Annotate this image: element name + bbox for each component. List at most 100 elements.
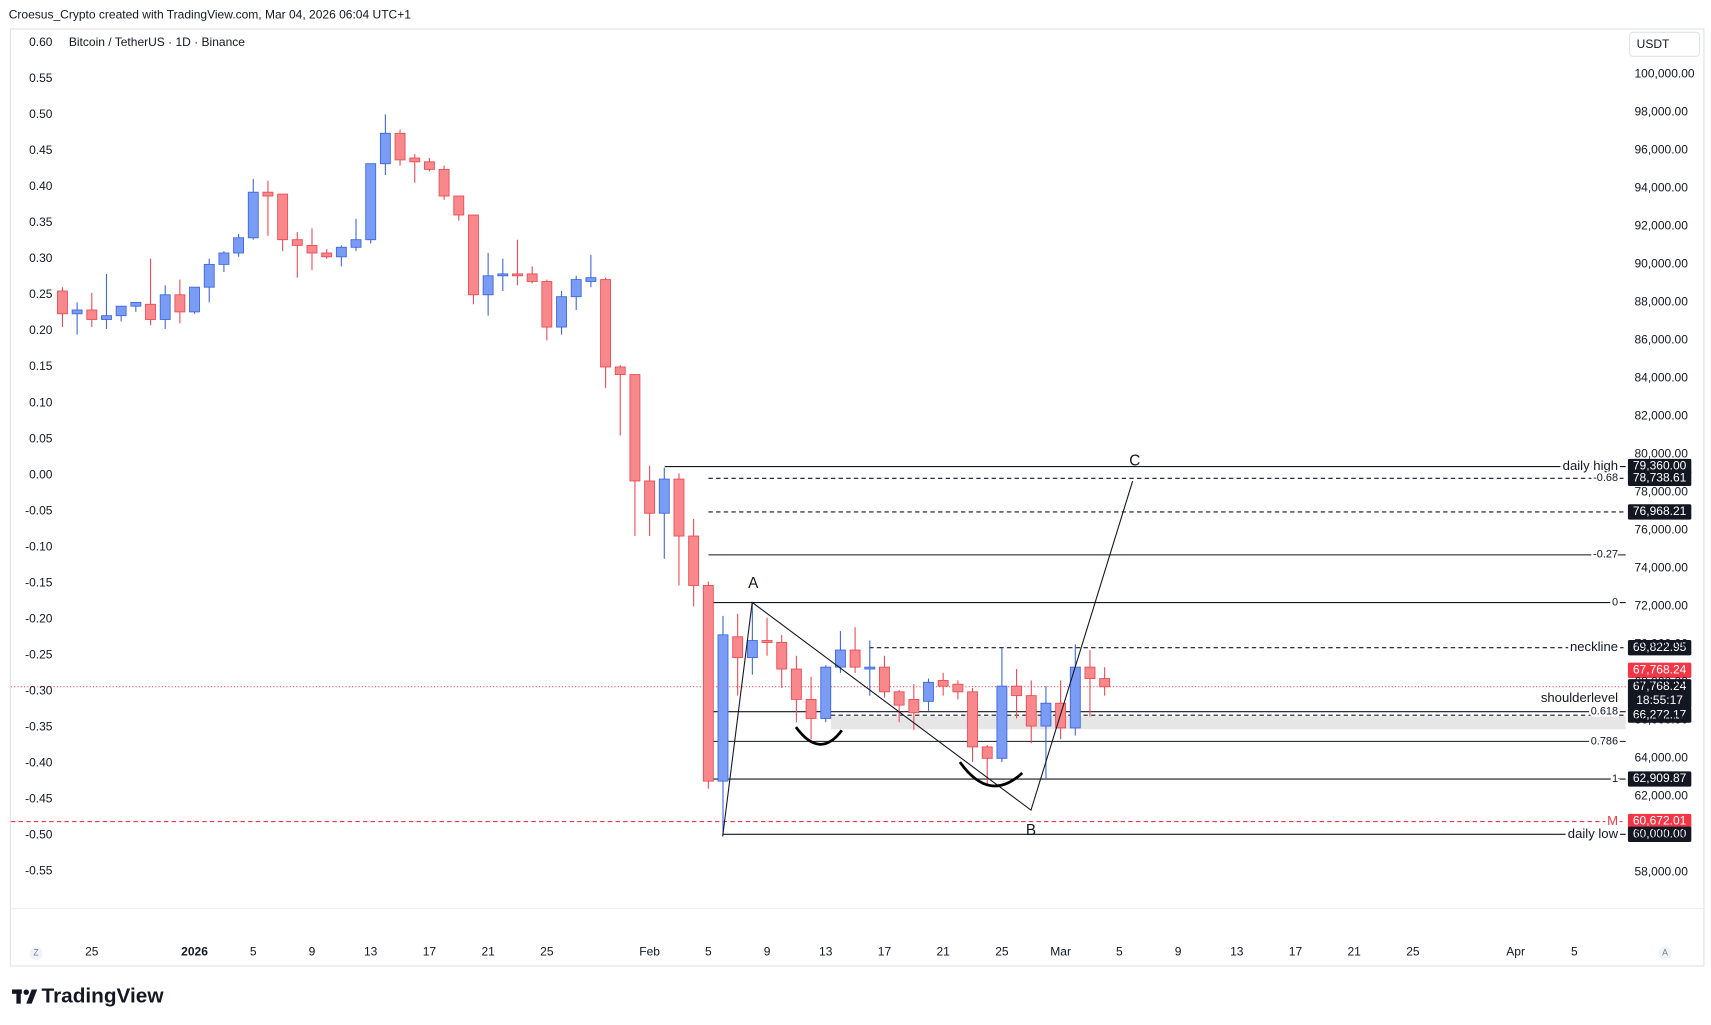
candle-body xyxy=(1025,695,1037,727)
y-tick-label: 72,000.00 xyxy=(1634,599,1688,613)
y-tick-label: 88,000.00 xyxy=(1634,295,1688,309)
x-tick-label: 9 xyxy=(1175,944,1182,958)
candle-body xyxy=(1084,666,1096,679)
level-label: 1 xyxy=(1612,773,1618,785)
level-label: daily low xyxy=(1568,826,1619,841)
price-badge-label: 62,909.87 xyxy=(1633,771,1687,785)
candle-body xyxy=(585,277,597,282)
candle-body xyxy=(981,746,993,759)
logo xyxy=(12,989,38,1004)
price-badge xyxy=(1627,458,1692,475)
candle-body xyxy=(233,237,245,254)
y2-tick-label: 0.60 xyxy=(29,35,53,49)
x-tick-label: 5 xyxy=(250,944,257,958)
x-tick-label: 17 xyxy=(423,944,437,958)
y2-tick-label: -0.35 xyxy=(25,719,53,733)
candle-body xyxy=(996,685,1008,759)
candle-body xyxy=(203,263,215,288)
candle-body xyxy=(658,478,670,514)
button-label[interactable]: A xyxy=(1662,948,1668,958)
head-arc xyxy=(958,761,1024,788)
button[interactable] xyxy=(1658,946,1672,960)
candle-body xyxy=(101,315,112,320)
candle-body xyxy=(497,273,509,277)
candle-body xyxy=(321,252,333,258)
candle-body xyxy=(761,640,773,643)
x-tick-label: 5 xyxy=(1571,944,1578,958)
price-badge xyxy=(1627,813,1692,830)
x-tick-label: 21 xyxy=(936,944,950,958)
x-tick-label: 21 xyxy=(1348,944,1362,958)
currency-box[interactable] xyxy=(1629,31,1701,57)
button[interactable] xyxy=(29,946,43,960)
x-tick-label: 9 xyxy=(309,944,316,958)
candle-body xyxy=(438,168,450,197)
shoulder-zone xyxy=(830,716,1626,730)
x-tick-label: 17 xyxy=(878,944,892,958)
y-tick-label: 100,000.00 xyxy=(1634,67,1694,81)
candle-body xyxy=(57,290,68,315)
candle-body xyxy=(805,698,817,719)
candle-body xyxy=(468,214,479,296)
candle-body xyxy=(423,161,435,170)
candle-body xyxy=(71,309,83,315)
y2-tick-label: 0.30 xyxy=(29,251,53,265)
candle-body xyxy=(218,252,230,265)
y-tick-label: 58,000.00 xyxy=(1634,864,1688,878)
candle-body xyxy=(409,157,421,163)
x-tick-label: 25 xyxy=(1406,944,1420,958)
level-label: -0.27 xyxy=(1593,549,1618,561)
candle-body xyxy=(379,132,391,165)
candle-body xyxy=(189,286,200,313)
candle-body xyxy=(350,239,362,248)
y-tick-label: 62,000.00 xyxy=(1634,788,1688,802)
candle-body xyxy=(1099,678,1111,688)
y-tick-label: 84,000.00 xyxy=(1634,371,1688,385)
candles xyxy=(57,114,1111,835)
candle-body xyxy=(879,666,890,693)
candle-body xyxy=(556,296,567,328)
candle-body xyxy=(776,642,788,670)
y2-tick-label: -0.45 xyxy=(25,792,53,806)
candle-body xyxy=(717,634,729,782)
price-badge-label: 67,768.24 xyxy=(1633,663,1687,677)
y-tick-label: 74,000.00 xyxy=(1634,561,1688,575)
header: Croesus_Crypto created with TradingView.… xyxy=(9,7,411,21)
price-badge xyxy=(1627,771,1692,787)
level-label: 0.786 xyxy=(1591,735,1618,747)
candle-body xyxy=(702,585,714,782)
button-label[interactable]: Z xyxy=(33,948,39,958)
candle-body xyxy=(394,132,406,161)
candle-body xyxy=(820,666,832,719)
candle-body xyxy=(262,191,274,197)
frame xyxy=(9,28,1705,967)
price-badge-label: 67,768.24 xyxy=(1633,679,1687,693)
candle-body xyxy=(365,163,377,241)
currency[interactable]: USDT xyxy=(1637,37,1670,51)
candle-body xyxy=(247,191,259,239)
candle-body xyxy=(908,698,920,714)
y2-tick-label: 0.55 xyxy=(29,71,53,85)
candle-body xyxy=(790,668,802,700)
price-badge-label: 60,000.00 xyxy=(1633,826,1687,840)
x-tick-label: 21 xyxy=(481,944,495,958)
candle-body xyxy=(732,636,744,659)
y2-tick-label: 0.10 xyxy=(29,395,53,409)
candle-body xyxy=(130,301,142,307)
y-tick-label: 98,000.00 xyxy=(1634,105,1688,119)
level-label: M xyxy=(1607,813,1618,828)
candle-body xyxy=(541,281,553,328)
level-label: 0.618 xyxy=(1591,706,1618,718)
price-badge-label: 76,968.21 xyxy=(1633,504,1687,518)
y-tick-label: 86,000.00 xyxy=(1634,333,1688,347)
y2-tick-label: -0.05 xyxy=(25,503,53,517)
candle-body xyxy=(937,679,949,687)
y-tick-label: 82,000.00 xyxy=(1634,409,1688,423)
y-tick-label: 64,000.00 xyxy=(1634,750,1688,764)
price-badge-label: 69,822.95 xyxy=(1633,640,1687,654)
y-tick-label: 76,000.00 xyxy=(1634,523,1688,537)
x-tick-label: 9 xyxy=(764,944,771,958)
price-badge xyxy=(1627,662,1692,678)
y-tick-label: 80,000.00 xyxy=(1634,447,1688,461)
y2-tick-label: -0.25 xyxy=(25,647,53,661)
